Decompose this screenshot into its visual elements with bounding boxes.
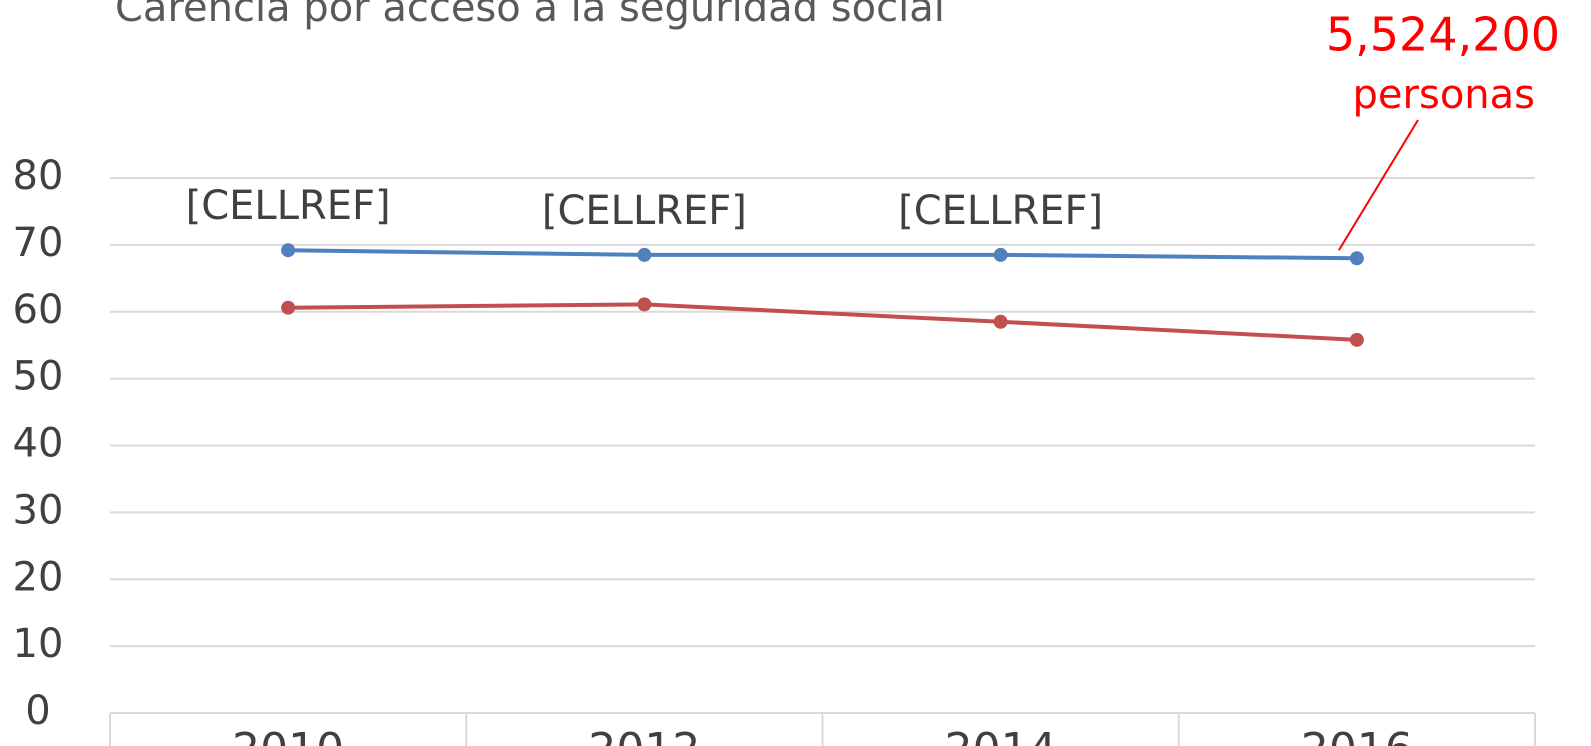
chart-title: Carencia por acceso a la seguridad socia… bbox=[115, 0, 945, 31]
point-label: [CELLREF] bbox=[898, 188, 1103, 234]
point bbox=[637, 247, 652, 262]
y-tick-label: 50 bbox=[13, 354, 64, 400]
y-tick-label: 20 bbox=[13, 554, 64, 600]
callout-leader bbox=[1338, 119, 1419, 251]
y-tick-label: 0 bbox=[25, 688, 50, 734]
y-tick-label: 40 bbox=[13, 421, 64, 467]
x-tick-label: 2012 bbox=[588, 724, 700, 746]
y-tick-label: 80 bbox=[13, 153, 64, 199]
point bbox=[281, 243, 296, 258]
x-tick-label: 2014 bbox=[945, 724, 1057, 746]
callout-value: 5,524,200 bbox=[1326, 8, 1560, 62]
point-label: [CELLREF] bbox=[186, 183, 391, 229]
y-tick-label: 30 bbox=[13, 487, 64, 533]
y-tick-label: 70 bbox=[13, 220, 64, 266]
x-tick-label: 2010 bbox=[232, 724, 344, 746]
x-tick-label: 2016 bbox=[1301, 724, 1413, 746]
callout-unit: personas bbox=[1353, 72, 1535, 118]
point bbox=[637, 297, 652, 312]
y-tick-label: 10 bbox=[13, 621, 64, 667]
point bbox=[993, 314, 1008, 329]
point bbox=[1349, 332, 1364, 347]
y-tick-label: 60 bbox=[13, 287, 64, 333]
point bbox=[1349, 251, 1364, 266]
series-line bbox=[288, 302, 1357, 342]
point bbox=[993, 247, 1008, 262]
point bbox=[281, 300, 296, 315]
point-label: [CELLREF] bbox=[542, 188, 747, 234]
series-line bbox=[288, 248, 1357, 261]
